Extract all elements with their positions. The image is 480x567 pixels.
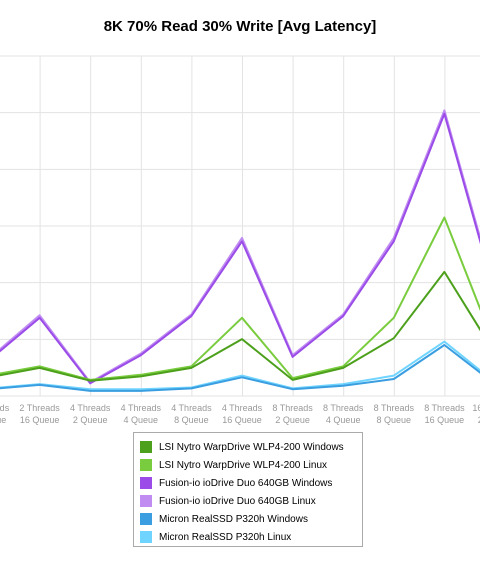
legend: LSI Nytro WarpDrive WLP4-200 Windows LSI … — [133, 432, 363, 547]
x-tick-label: 4 Threads 2 Queue — [70, 403, 111, 425]
x-tick-label: 4 Threads 4 Queue — [121, 403, 162, 425]
chart-title: 8K 70% Read 30% Write [Avg Latency] — [103, 18, 377, 35]
x-tick-label: 8 Threads 16 Queue — [424, 403, 465, 425]
legend-label: LSI Nytro WarpDrive WLP4-200 Windows — [159, 441, 344, 453]
x-tick-label: 4 Threads 8 Queue — [171, 403, 212, 425]
legend-item[interactable]: Micron RealSSD P320h Windows — [140, 510, 356, 528]
series-line-1 — [0, 216, 480, 381]
legend-swatch — [140, 441, 152, 453]
series-line-3 — [0, 109, 480, 384]
legend-swatch — [140, 495, 152, 507]
x-tick-label: 2 Threads 16 Queue — [19, 403, 60, 425]
legend-swatch — [140, 459, 152, 471]
legend-label: LSI Nytro WarpDrive WLP4-200 Linux — [159, 459, 328, 471]
legend-label: Fusion-io ioDrive Duo 640GB Linux — [159, 495, 316, 507]
legend-item[interactable]: Fusion-io ioDrive Duo 640GB Linux — [140, 492, 356, 510]
x-tick-label: 4 Threads 16 Queue — [222, 403, 263, 425]
legend-label: Micron RealSSD P320h Windows — [159, 513, 308, 525]
series-line-2 — [0, 112, 480, 385]
series-lines — [0, 109, 480, 392]
legend-item[interactable]: LSI Nytro WarpDrive WLP4-200 Linux — [140, 456, 356, 474]
series-line-0 — [0, 270, 480, 382]
x-tick-label: 8 Threads 4 Queue — [323, 403, 364, 425]
legend-swatch — [140, 513, 152, 525]
series-line-5 — [0, 340, 480, 391]
legend-item[interactable]: Fusion-io ioDrive Duo 640GB Windows — [140, 474, 356, 492]
legend-item[interactable]: Micron RealSSD P320h Linux — [140, 528, 356, 546]
legend-swatch — [140, 531, 152, 543]
x-tick-label: 8 Threads 2 Queue — [272, 403, 313, 425]
grid-lines — [0, 55, 480, 397]
legend-item[interactable]: LSI Nytro WarpDrive WLP4-200 Windows — [140, 438, 356, 456]
legend-label: Micron RealSSD P320h Linux — [159, 531, 292, 543]
legend-swatch — [140, 477, 152, 489]
series-line-4 — [0, 344, 480, 392]
x-tick-label: 8 Threads 8 Queue — [374, 403, 415, 425]
legend-label: Fusion-io ioDrive Duo 640GB Windows — [159, 477, 333, 489]
